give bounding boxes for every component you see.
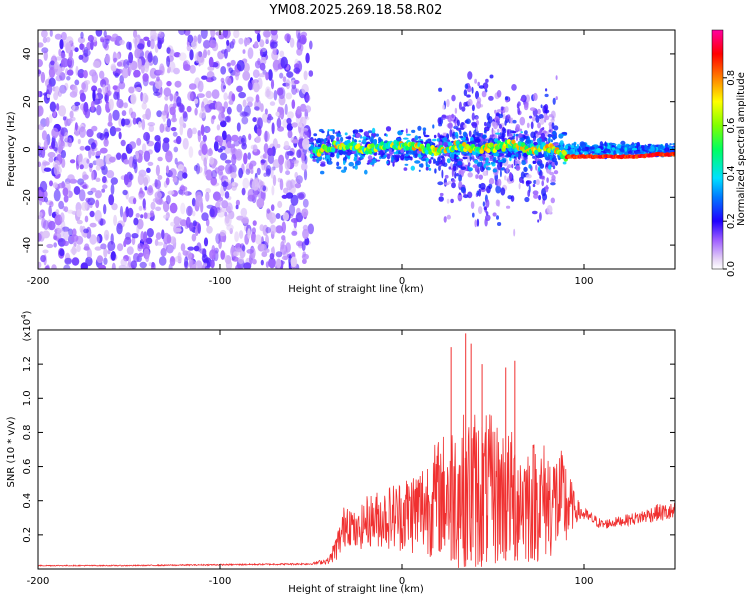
- colorbar-tick-label: 0.2: [726, 213, 737, 229]
- x-tick-label: 100: [574, 276, 593, 287]
- snr-frame: [37, 329, 676, 570]
- colorbar-tick-label: 0.0: [726, 261, 737, 277]
- y-tick-label: 40: [22, 48, 33, 61]
- x-tick-label: -200: [27, 576, 50, 587]
- colorbar-tick-label: 0.6: [726, 118, 737, 134]
- spectrogram-ylabel: Frequency (Hz): [6, 111, 17, 187]
- snr-line: [38, 333, 675, 568]
- x-tick-label: 0: [399, 276, 405, 287]
- snr-panel: -200 -100 0 100 0.2 0.4 0.6 0.8 1.0 1.2 Height o…: [6, 310, 676, 595]
- colorbar-tick-label: 0.4: [726, 165, 737, 181]
- x-tick-label: -100: [209, 576, 232, 587]
- snr-y-ticks: 0.2 0.4 0.6 0.8 1.0 1.2: [22, 356, 675, 543]
- y-tick-label: -40: [22, 237, 33, 253]
- x-tick-label: -100: [209, 276, 232, 287]
- y-tick-label: 0: [22, 146, 33, 152]
- snr-multiplier: (x104): [20, 310, 33, 341]
- y-tick-label: -20: [22, 189, 33, 205]
- y-tick-label: 0.6: [22, 459, 33, 475]
- colorbar-frame: [711, 29, 724, 270]
- spectrogram-heat: [38, 30, 675, 269]
- x-tick-label: -200: [27, 276, 50, 287]
- colorbar-label: Normalized spectral amplitude: [736, 72, 747, 226]
- x-tick-label: 100: [574, 576, 593, 587]
- y-tick-label: 20: [22, 95, 33, 108]
- colorbar-tick-label: 0.8: [726, 70, 737, 86]
- spectrogram-xlabel: Height of straight line (km): [288, 284, 424, 295]
- y-tick-label: 1.2: [22, 356, 33, 372]
- x-tick-label: 0: [399, 576, 405, 587]
- spectrogram-x-ticks: -200 -100 0 100: [27, 30, 594, 287]
- y-tick-label: 0.4: [22, 493, 33, 509]
- snr-series: [38, 414, 675, 568]
- y-tick-label: 0.8: [22, 424, 33, 440]
- snr-ylabel: SNR (10 * v/v): [6, 416, 17, 487]
- snr-xlabel: Height of straight line (km): [288, 584, 424, 595]
- y-tick-label: 0.2: [22, 527, 33, 543]
- colorbar-gradient: [712, 30, 723, 269]
- figure-title: YM08.2025.269.18.58.R02: [269, 3, 443, 18]
- snr-x-ticks: -200 -100 0 100: [27, 330, 594, 587]
- spectrogram-y-ticks: -40 -20 0 20 40: [22, 48, 675, 253]
- y-tick-label: 1.0: [22, 390, 33, 406]
- colorbar-ticks: 0.0 0.2 0.4 0.6 0.8: [723, 70, 737, 277]
- colorbar: 0.0 0.2 0.4 0.6 0.8 Normalized spectral ampl…: [711, 29, 747, 277]
